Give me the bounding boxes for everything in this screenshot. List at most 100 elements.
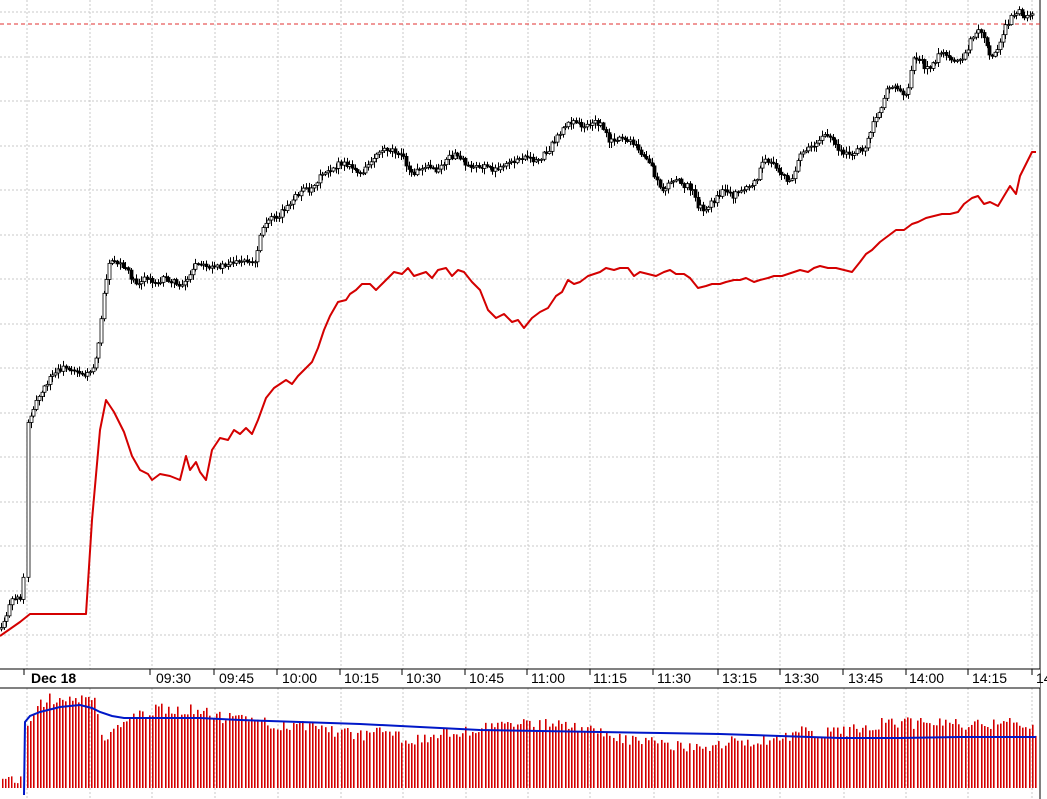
candle-body (123, 267, 128, 269)
volume-bar (789, 740, 791, 788)
volume-bar (805, 727, 807, 788)
volume-bar (85, 697, 87, 788)
volume-bar (293, 722, 295, 788)
volume-bar (289, 729, 291, 788)
candle-body (115, 260, 120, 265)
volume-bar (465, 726, 467, 788)
candle-body (250, 261, 255, 264)
volume-bar (600, 728, 602, 788)
candle-body (466, 164, 471, 167)
volume-bar (696, 743, 698, 788)
volume-bar (462, 733, 464, 788)
volume-bar (597, 733, 599, 788)
volume-bar (846, 736, 848, 788)
volume-bar (747, 739, 749, 788)
red-line-path (0, 151, 1036, 637)
volume-bar (952, 724, 954, 788)
volume-bar (254, 720, 256, 788)
candle-body (363, 166, 368, 174)
candle-body (485, 164, 490, 167)
candle-body (547, 150, 552, 154)
candle-body (126, 267, 131, 271)
volume-bar (139, 710, 141, 788)
candle-body (747, 186, 752, 189)
volume-bar (46, 702, 48, 788)
candle-body (617, 136, 622, 141)
candle-body (53, 372, 58, 376)
volume-bar (376, 727, 378, 788)
candle-body (836, 144, 841, 151)
candle-body (890, 86, 895, 89)
candle-body (1001, 34, 1006, 43)
candle-body (455, 152, 460, 157)
volume-bar (936, 725, 938, 788)
volume-bar (840, 733, 842, 788)
volume-bar (987, 727, 989, 788)
candle-body (625, 139, 630, 142)
candle-body (404, 156, 409, 167)
volume-bar (1016, 722, 1018, 788)
volume-bar (558, 720, 560, 788)
candle-body (1022, 15, 1027, 19)
volume-bar (401, 742, 403, 788)
candle-body (450, 154, 455, 160)
candle-body (671, 180, 676, 183)
candle-body (952, 59, 957, 62)
candle-body (234, 260, 239, 264)
volume-bar (520, 724, 522, 788)
candle-body (650, 162, 655, 167)
candle-body (223, 263, 228, 267)
volume-bar (875, 729, 877, 788)
volume-bar (193, 714, 195, 788)
candle-body (612, 138, 617, 142)
volume-bar (709, 750, 711, 788)
volume-bar (830, 731, 832, 788)
candle-body (585, 123, 590, 128)
volume-bar (609, 735, 611, 788)
candle-body (542, 151, 547, 160)
candle-body (698, 204, 703, 209)
candle-body (571, 120, 576, 125)
candle-body (169, 281, 174, 284)
candle-body (183, 280, 188, 286)
volume-bar (353, 739, 355, 788)
candle-body (121, 262, 126, 268)
volume-bar (88, 696, 90, 788)
volume-bar (673, 750, 675, 788)
volume-bar (110, 731, 112, 788)
volume-bar (232, 716, 234, 788)
volume-bar (53, 704, 55, 788)
candle-body (331, 167, 336, 172)
volume-average-path (23, 703, 1036, 796)
volume-bar (1022, 727, 1024, 788)
candle-body (304, 187, 309, 190)
candle-body (879, 107, 884, 114)
candle-body (590, 122, 595, 126)
volume-bar (782, 738, 784, 788)
volume-bar (715, 744, 717, 788)
candle-body (309, 187, 314, 193)
volume-bar (843, 726, 845, 788)
candle-body (428, 164, 433, 169)
candle-body (636, 144, 641, 151)
volume-bar (113, 728, 115, 788)
volume-bar (865, 725, 867, 788)
volume-bar (705, 746, 707, 788)
volume-bar (261, 720, 263, 788)
candle-body (833, 139, 838, 145)
volume-bar (350, 732, 352, 788)
volume-bar (491, 723, 493, 788)
volume-bar (197, 709, 199, 788)
volume-bar (750, 746, 752, 788)
volume-bar (549, 726, 551, 788)
candle-body (552, 141, 557, 144)
volume-bar (574, 722, 576, 788)
volume-bar (158, 706, 160, 788)
candle-body (312, 185, 317, 189)
x-tick-label: 10:45 (469, 670, 504, 686)
candle-body (801, 151, 806, 155)
volume-bar (632, 735, 634, 788)
volume-bar (49, 693, 51, 788)
candle-body (458, 155, 463, 160)
volume-bar (427, 742, 429, 788)
